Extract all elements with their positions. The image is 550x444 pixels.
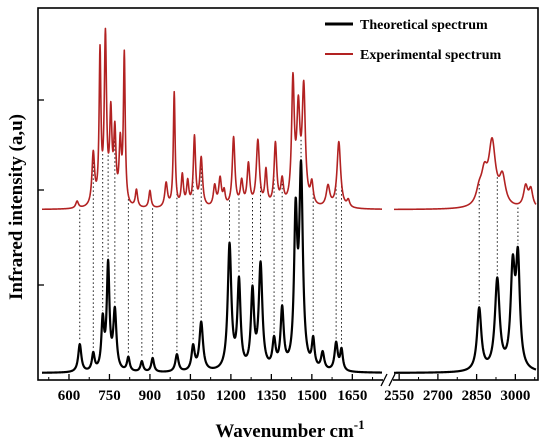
legend-label-theoretical: Theoretical spectrum xyxy=(360,18,488,33)
x-axis-title-superscript: -1 xyxy=(354,417,365,432)
x-tick-label: 1200 xyxy=(216,388,246,404)
y-axis-title: Infrared intensity (a,u) xyxy=(6,114,27,300)
theoretical-spectrum-series xyxy=(41,159,537,374)
experimental-line-segment-2 xyxy=(393,137,537,211)
x-axis-title-main: Wavenumber cm xyxy=(215,421,354,442)
peak-guide-lines xyxy=(79,125,519,359)
x-tick-label: 1350 xyxy=(256,388,286,404)
x-tick-label: 900 xyxy=(139,388,162,404)
x-axis-ticks: 600 750 900 1050 1200 1350 1500 1650 2550 2700 285… xyxy=(48,374,536,404)
x-tick-label: 1050 xyxy=(175,388,205,404)
axis-break-mark xyxy=(380,372,396,388)
theoretical-line-segment-2 xyxy=(393,245,537,374)
axis-break-slash xyxy=(388,373,396,387)
experimental-line-segment-1 xyxy=(41,27,383,211)
x-tick-label: 1650 xyxy=(337,388,367,404)
legend-label-experimental: Experimental spectrum xyxy=(360,48,501,63)
y-axis-ticks xyxy=(38,99,44,286)
x-tick-label: 600 xyxy=(58,388,81,404)
legend: Theoretical spectrum Experimental spectr… xyxy=(325,18,501,63)
x-axis-title: Wavenumber cm-1 xyxy=(215,417,364,442)
experimental-spectrum-series xyxy=(41,27,537,211)
x-tick-label: 2700 xyxy=(423,388,453,404)
x-tick-label: 3000 xyxy=(500,388,530,404)
x-tick-label: 2550 xyxy=(384,388,414,404)
axis-break-gap xyxy=(383,372,393,388)
x-tick-label: 2850 xyxy=(462,388,492,404)
x-tick-label: 750 xyxy=(98,388,121,404)
x-tick-label: 1500 xyxy=(297,388,327,404)
axis-break-slash xyxy=(380,373,388,387)
plot-frame xyxy=(37,7,539,381)
theoretical-line-segment-1 xyxy=(41,159,383,374)
